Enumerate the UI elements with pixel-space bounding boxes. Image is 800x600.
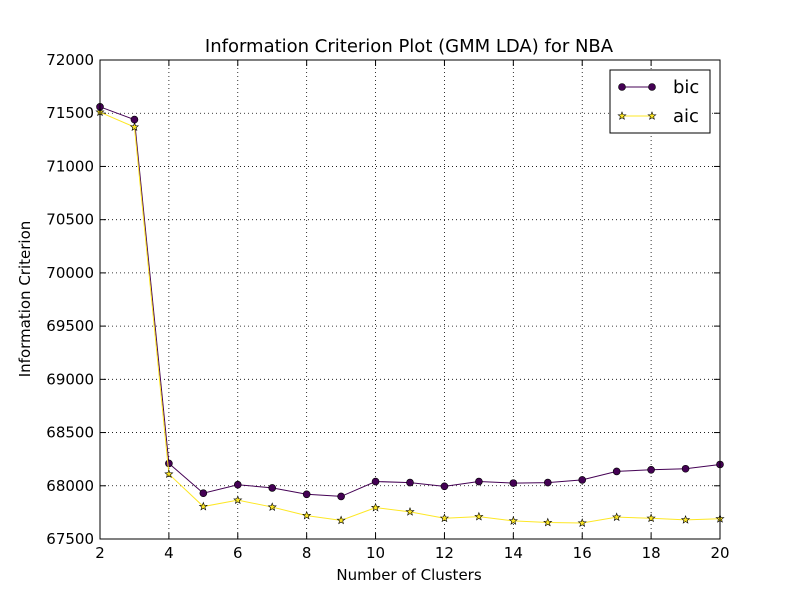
x-tick-label: 18 bbox=[642, 544, 661, 562]
series-bic bbox=[96, 103, 724, 501]
aic-point bbox=[267, 502, 277, 511]
y-tick-label: 68000 bbox=[46, 477, 94, 495]
chart-title: Information Criterion Plot (GMM LDA) for… bbox=[205, 36, 614, 57]
aic-point bbox=[370, 502, 381, 512]
aic-point bbox=[302, 510, 312, 520]
y-tick-label: 68500 bbox=[46, 424, 94, 442]
bic-point bbox=[302, 490, 311, 499]
x-tick-label: 12 bbox=[435, 544, 454, 562]
legend-marker-aic bbox=[617, 111, 627, 120]
legend-marker-aic bbox=[647, 111, 657, 120]
series-aic bbox=[95, 107, 725, 527]
y-tick-label: 72000 bbox=[46, 51, 94, 69]
x-tick-label: 6 bbox=[233, 544, 243, 562]
plot-frame bbox=[99, 59, 721, 540]
bic-point bbox=[199, 489, 208, 498]
aic-point bbox=[336, 515, 346, 525]
legend-box bbox=[609, 69, 711, 134]
y-tick-label: 70000 bbox=[46, 264, 94, 282]
y-tick-label: 69000 bbox=[46, 370, 94, 388]
bic-point bbox=[406, 478, 414, 487]
bic-point bbox=[337, 492, 345, 501]
bic-point bbox=[509, 479, 518, 487]
aic-point bbox=[405, 507, 415, 516]
bic-point bbox=[647, 466, 655, 474]
aic-point bbox=[646, 513, 656, 523]
x-tick-label: 4 bbox=[164, 544, 174, 562]
x-tick-label: 2 bbox=[95, 544, 105, 562]
bic-point bbox=[130, 115, 139, 124]
aic-point bbox=[439, 513, 450, 523]
aic-point bbox=[680, 514, 691, 524]
legend: bic aic bbox=[609, 69, 711, 134]
bic-point bbox=[440, 482, 449, 491]
bic-point bbox=[371, 477, 380, 486]
bic-point bbox=[578, 476, 587, 484]
bic-point bbox=[612, 467, 621, 476]
aic-point bbox=[508, 516, 518, 525]
y-tick-label: 67500 bbox=[46, 530, 94, 548]
y-tick-label: 71500 bbox=[46, 104, 94, 122]
bic-point bbox=[543, 478, 552, 487]
bic-point bbox=[233, 480, 242, 489]
x-tick-label: 14 bbox=[504, 544, 523, 562]
legend-label-bic: bic bbox=[673, 77, 699, 98]
aic-point bbox=[164, 469, 174, 478]
aic-point bbox=[474, 511, 484, 521]
x-tick-label: 20 bbox=[710, 544, 729, 562]
axis-ticks: 2 4 6 8 10 12 14 16 18 20 67500 68000 68500 69000 6950… bbox=[46, 51, 729, 562]
aic-point bbox=[129, 122, 140, 131]
aic-point bbox=[198, 501, 208, 511]
y-tick-label: 69500 bbox=[46, 317, 94, 335]
aic-point bbox=[612, 512, 622, 522]
y-tick-label: 71000 bbox=[46, 157, 94, 175]
legend-label-aic: aic bbox=[673, 106, 699, 127]
y-axis-label: Information Criterion bbox=[16, 221, 34, 378]
bic-point bbox=[475, 477, 483, 486]
bic-point bbox=[681, 464, 690, 473]
aic-point bbox=[233, 495, 243, 505]
x-tick-label: 8 bbox=[302, 544, 312, 562]
x-tick-label: 16 bbox=[573, 544, 592, 562]
bic-point bbox=[165, 459, 173, 468]
legend-marker-bic bbox=[618, 83, 626, 91]
aic-point bbox=[577, 518, 587, 527]
legend-marker-bic bbox=[648, 83, 656, 91]
bic-point bbox=[268, 484, 277, 492]
series-group bbox=[95, 103, 725, 527]
y-tick-label: 70500 bbox=[46, 211, 94, 229]
x-tick-label: 10 bbox=[366, 544, 385, 562]
x-axis-label: Number of Clusters bbox=[336, 566, 481, 584]
aic-point bbox=[543, 517, 553, 527]
